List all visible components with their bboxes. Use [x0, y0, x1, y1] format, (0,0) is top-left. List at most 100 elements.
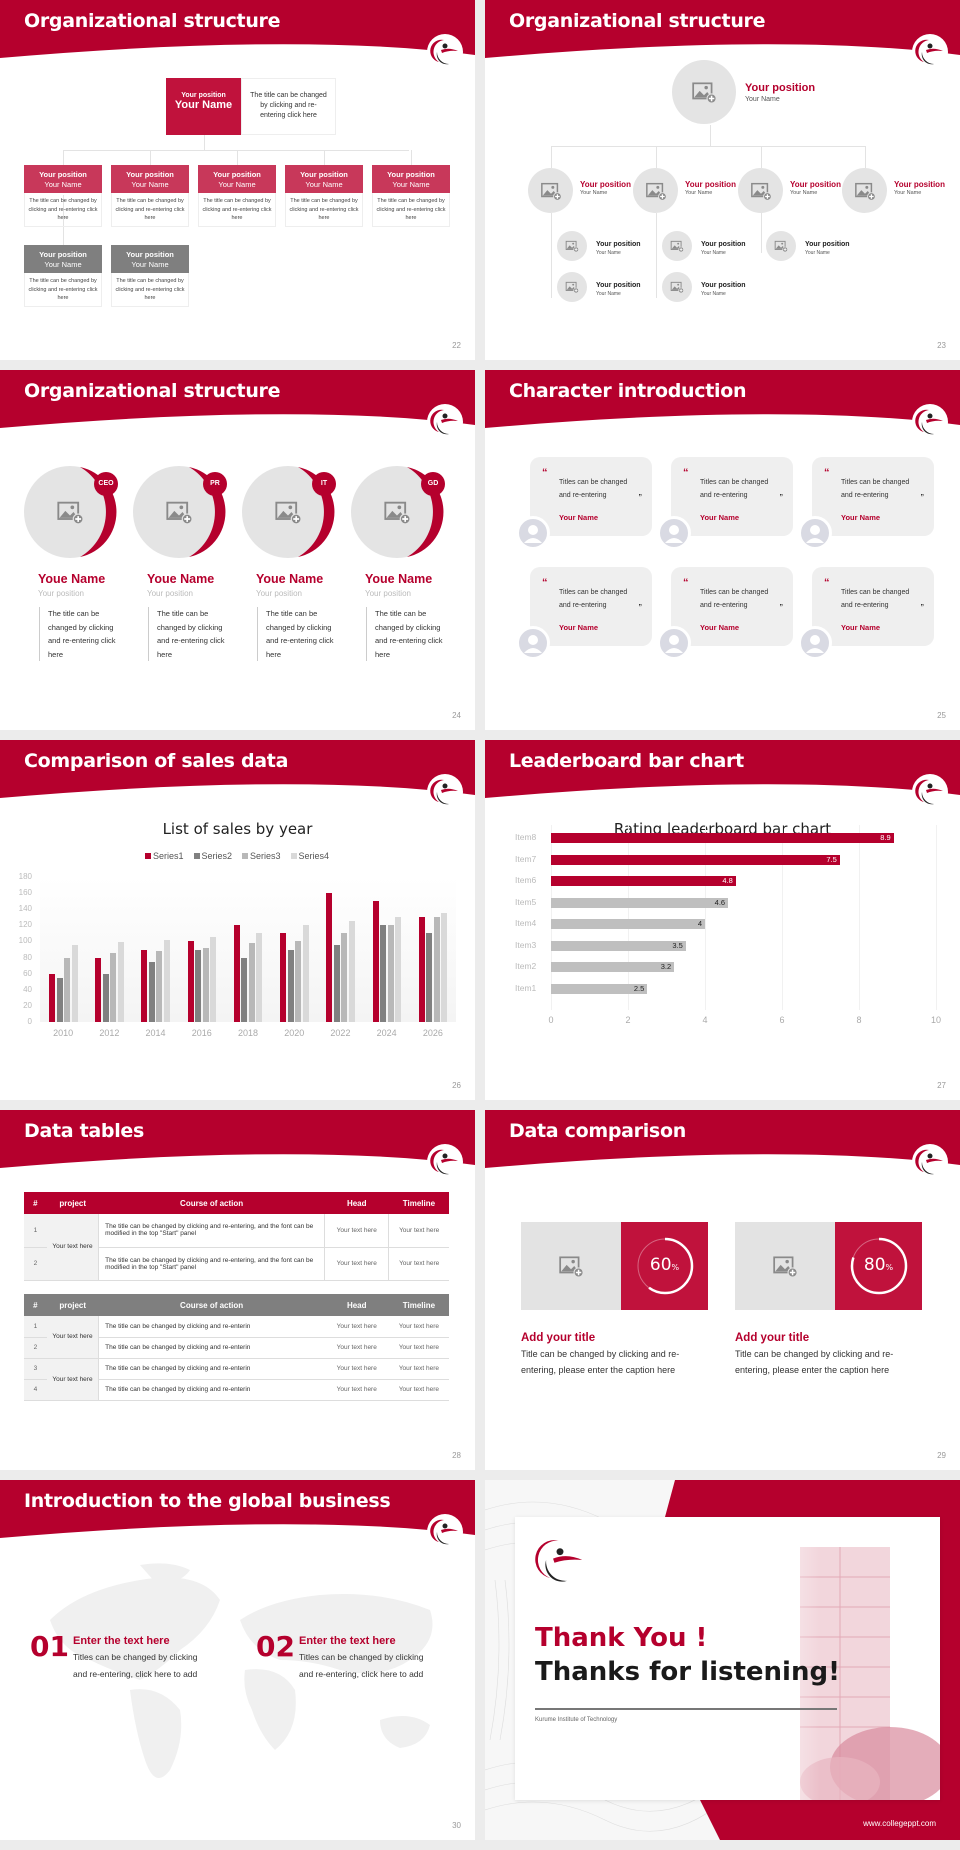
org-subnode-photo[interactable] — [766, 231, 796, 261]
org-subnode-photo[interactable] — [557, 272, 587, 302]
item-title: Add your title — [521, 1332, 596, 1344]
quote-text: Titles can be changed and re-entering — [700, 589, 769, 609]
person-photo[interactable]: PR — [133, 466, 227, 558]
slide-29[interactable]: Data comparison 60% Add your title Title… — [485, 1110, 960, 1470]
chart-bar — [148, 961, 155, 1022]
chart-bar — [195, 949, 202, 1022]
chart-bar — [248, 943, 255, 1022]
legend-item: Series2 — [193, 851, 232, 861]
position-label: Your position — [213, 170, 261, 179]
image-placeholder-icon — [275, 501, 302, 525]
org-card[interactable]: Your position Your Name The title can be … — [111, 165, 189, 227]
slide-27[interactable]: Leaderboard bar chart Rating leaderboard… — [485, 740, 960, 1100]
org-card[interactable]: Your position Your Name The title can be … — [111, 245, 189, 307]
image-placeholder[interactable] — [735, 1222, 835, 1310]
percent-panel: 80% — [835, 1222, 922, 1310]
image-placeholder-icon — [670, 281, 684, 294]
x-axis-tick: 2018 — [237, 1028, 259, 1038]
gridline — [859, 825, 860, 1010]
quote-card[interactable]: “ Titles can be changed and re-entering … — [530, 457, 652, 536]
user-icon — [806, 635, 824, 653]
chart-bar: 8.9 — [551, 833, 894, 843]
org-subnode-photo[interactable] — [662, 231, 692, 261]
item-text: Title can be changed by clicking and re-… — [521, 1349, 680, 1375]
connector-line — [237, 150, 238, 165]
thanks-subheading: Thanks for listening! — [535, 1657, 840, 1687]
logo — [912, 404, 948, 440]
slide-31-thank-you[interactable]: Thank You ! Thanks for listening! Kurume… — [485, 1480, 960, 1840]
item-number: 01 — [30, 1630, 69, 1663]
avatar[interactable] — [798, 626, 832, 660]
org-node-label: Your position Your Name — [790, 180, 841, 196]
chart-bar: 4 — [551, 919, 705, 929]
image-placeholder-icon — [559, 1256, 584, 1278]
page-number: 30 — [452, 1821, 461, 1830]
org-subnode-label: Your position Your Name — [701, 241, 746, 256]
head-cell: Your text here — [324, 1379, 389, 1401]
org-node-photo[interactable] — [842, 168, 887, 213]
slide-28[interactable]: Data tables # project Course of action Head… — [0, 1110, 475, 1470]
avatar[interactable] — [657, 516, 691, 550]
quote-card[interactable]: “ Titles can be changed and re-entering … — [812, 567, 934, 646]
chart-bar — [426, 933, 433, 1022]
logo — [912, 1144, 948, 1180]
gridline — [628, 825, 629, 1010]
avatar[interactable] — [516, 516, 550, 550]
bar-value-label: 2.5 — [633, 983, 645, 993]
org-subnode-photo[interactable] — [557, 231, 587, 261]
org-node-photo[interactable] — [633, 168, 678, 213]
avatar[interactable] — [798, 516, 832, 550]
slide-25[interactable]: Character introduction “ Titles can be c… — [485, 370, 960, 730]
quote-card[interactable]: “ Titles can be changed and re-entering … — [671, 567, 793, 646]
slide-26[interactable]: Comparison of sales data List of sales b… — [0, 740, 475, 1100]
slide-title: Character introduction — [509, 380, 747, 402]
image-placeholder[interactable] — [521, 1222, 621, 1310]
action-cell: The title can be changed by clicking and… — [98, 1358, 325, 1380]
chart-bar — [441, 913, 448, 1022]
org-card[interactable]: Your position Your Name The title can be … — [198, 165, 276, 227]
slide-22[interactable]: Organizational structure Your position Y… — [0, 0, 475, 360]
org-top-photo[interactable] — [672, 60, 736, 124]
row-number: 2 — [24, 1337, 47, 1359]
person-name: Youe Name — [147, 572, 215, 586]
data-table-1: # project Course of action Head Timeline 1 You… — [24, 1192, 449, 1281]
chart-bar: 4.8 — [551, 876, 736, 886]
org-node-photo[interactable] — [528, 168, 573, 213]
slide-23[interactable]: Organizational structure Your position Yo… — [485, 0, 960, 360]
page-number: 29 — [937, 1451, 946, 1460]
logo-icon — [430, 779, 458, 805]
website-link[interactable]: www.collegeppt.com — [863, 1819, 936, 1828]
item-text: Titles can be changed by clicking and re… — [299, 1652, 424, 1679]
header-wave-shape — [0, 0, 475, 58]
user-icon — [524, 635, 542, 653]
org-node-photo[interactable] — [738, 168, 783, 213]
avatar[interactable] — [657, 626, 691, 660]
gridline — [782, 825, 783, 1010]
slide-30[interactable]: Introduction to the global business 01 E… — [0, 1480, 475, 1840]
org-card-desc: The title can be changed by clicking and… — [24, 193, 102, 227]
page-number: 25 — [937, 711, 946, 720]
org-card[interactable]: Your position Your Name The title can be … — [24, 165, 102, 227]
head-cell: Your text here — [324, 1358, 389, 1380]
logo-icon — [430, 39, 458, 65]
person-desc: The title can be changed by clicking and… — [366, 607, 446, 661]
quote-author: Your Name — [700, 513, 740, 522]
avatar[interactable] — [516, 626, 550, 660]
quote-card[interactable]: “ Titles can be changed and re-entering … — [812, 457, 934, 536]
name-label: Your Name — [218, 180, 256, 189]
slide-24[interactable]: Organizational structure CEO Youe Name Y… — [0, 370, 475, 730]
thank-you-heading: Thank You ! — [535, 1623, 708, 1653]
org-card[interactable]: Your position Your Name The title can be … — [372, 165, 450, 227]
org-card[interactable]: Your position Your Name The title can be … — [24, 245, 102, 307]
bar-value-label: 4.6 — [714, 897, 726, 907]
org-top-node[interactable]: Your position Your Name The title can be… — [166, 78, 336, 135]
person-photo[interactable]: GD — [351, 466, 445, 558]
open-quote-icon: “ — [683, 467, 689, 479]
person-photo[interactable]: CEO — [24, 466, 118, 558]
person-photo[interactable]: IT — [242, 466, 336, 558]
org-card[interactable]: Your position Your Name The title can be … — [285, 165, 363, 227]
org-card-header: Your position Your Name — [111, 165, 189, 193]
quote-card[interactable]: “ Titles can be changed and re-entering … — [530, 567, 652, 646]
org-subnode-photo[interactable] — [662, 272, 692, 302]
quote-card[interactable]: “ Titles can be changed and re-entering … — [671, 457, 793, 536]
